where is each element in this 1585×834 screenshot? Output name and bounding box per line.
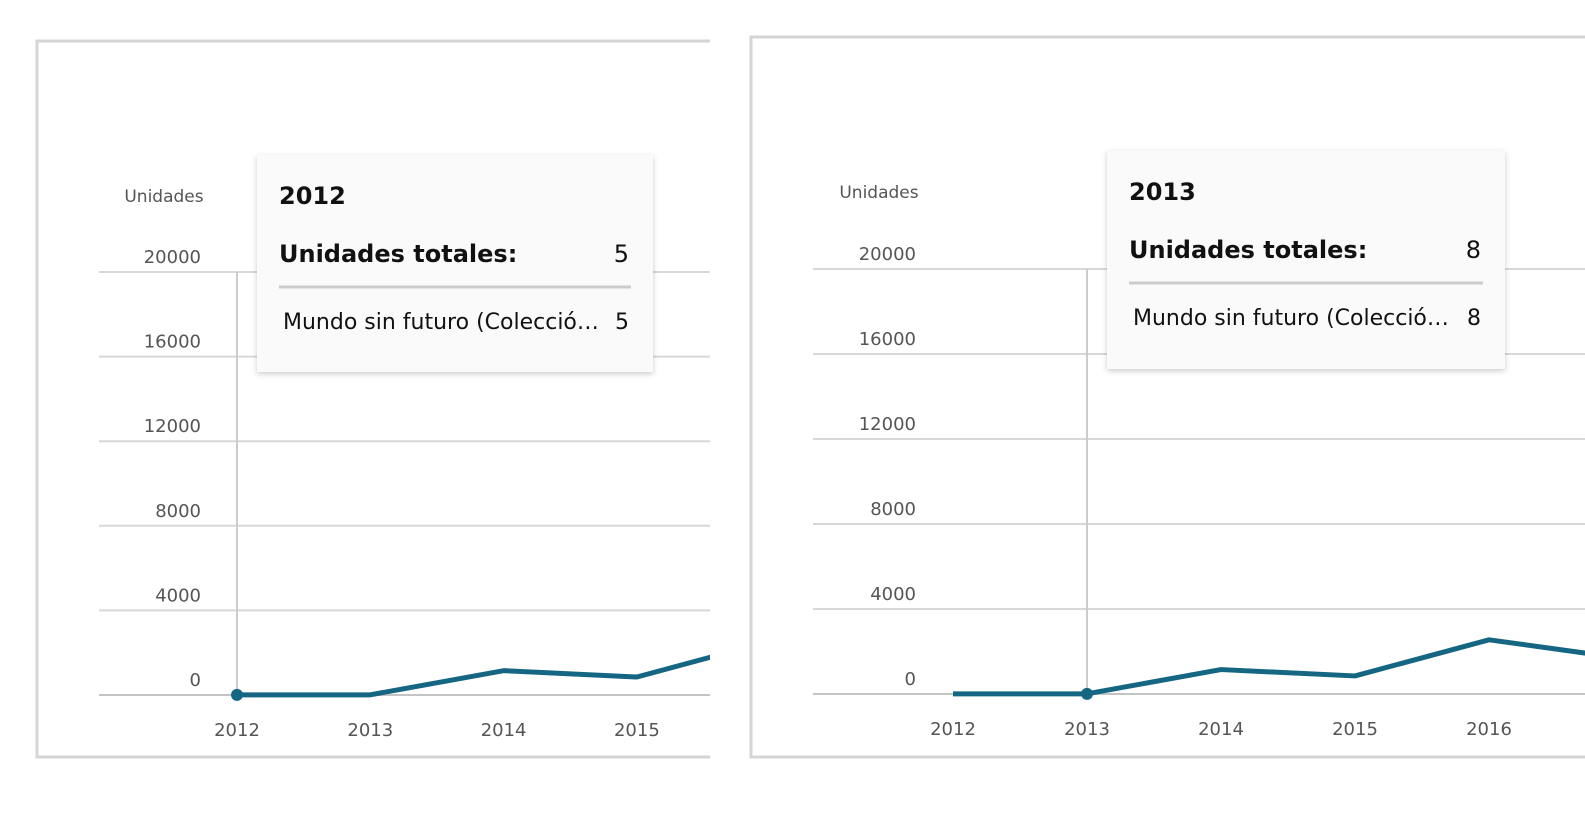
- tooltip-item: Mundo sin futuro (Colecció…: [283, 310, 599, 335]
- y-tick-label: 0: [905, 669, 916, 690]
- x-tick-label: 2012: [930, 719, 976, 740]
- tooltip: [1107, 151, 1505, 369]
- y-tick-label: 20000: [859, 244, 916, 265]
- chart-panel: Unidades 0 4000 8000 12000 16000 20000 2012 2013…: [749, 35, 1585, 759]
- y-tick-label: 8000: [870, 499, 916, 520]
- tooltip: [257, 155, 653, 372]
- x-tick-label: 2015: [614, 720, 660, 741]
- x-tick-label: 2012: [214, 720, 260, 741]
- x-tick-label: 2015: [1332, 719, 1378, 740]
- y-tick-label: 8000: [155, 501, 201, 522]
- tooltip-item-value: 5: [615, 310, 629, 335]
- hover-point: [1081, 687, 1093, 700]
- x-tick-label: 2013: [347, 720, 393, 741]
- x-tick-label: 2013: [1064, 719, 1110, 740]
- y-tick-label: 12000: [144, 416, 201, 437]
- y-tick-label: 4000: [870, 584, 916, 605]
- panel-border: [35, 39, 710, 759]
- tooltip-total-label: Unidades totales:: [1129, 236, 1367, 264]
- tooltip-title: 2013: [1129, 178, 1196, 206]
- tooltip-total-label: Unidades totales:: [279, 240, 517, 268]
- tooltip-item: Mundo sin futuro (Colecció…: [1133, 306, 1449, 331]
- x-tick-label: 2014: [481, 720, 527, 741]
- y-axis-label: Unidades: [839, 183, 918, 203]
- y-tick-label: 0: [190, 670, 201, 691]
- x-tick-label: 2014: [1198, 719, 1244, 740]
- tooltip-total: 5: [614, 240, 629, 268]
- x-tick-label: 2016: [1466, 719, 1512, 740]
- tooltip-title: 2012: [279, 182, 346, 210]
- y-tick-label: 4000: [155, 585, 201, 606]
- tooltip-total: 8: [1466, 236, 1481, 264]
- chart-panel: Unidades 0 4000 8000 12000 16000 20000 2012 2013…: [35, 39, 710, 759]
- y-tick-label: 20000: [144, 247, 201, 268]
- series-line: [236, 654, 710, 698]
- y-tick-label: 16000: [144, 332, 201, 353]
- y-tick-label: 16000: [859, 329, 916, 350]
- y-tick-label: 12000: [859, 414, 916, 435]
- y-axis-label: Unidades: [124, 187, 203, 207]
- series-line: [952, 637, 1585, 697]
- hover-point: [231, 688, 243, 701]
- tooltip-item-value: 8: [1467, 306, 1481, 331]
